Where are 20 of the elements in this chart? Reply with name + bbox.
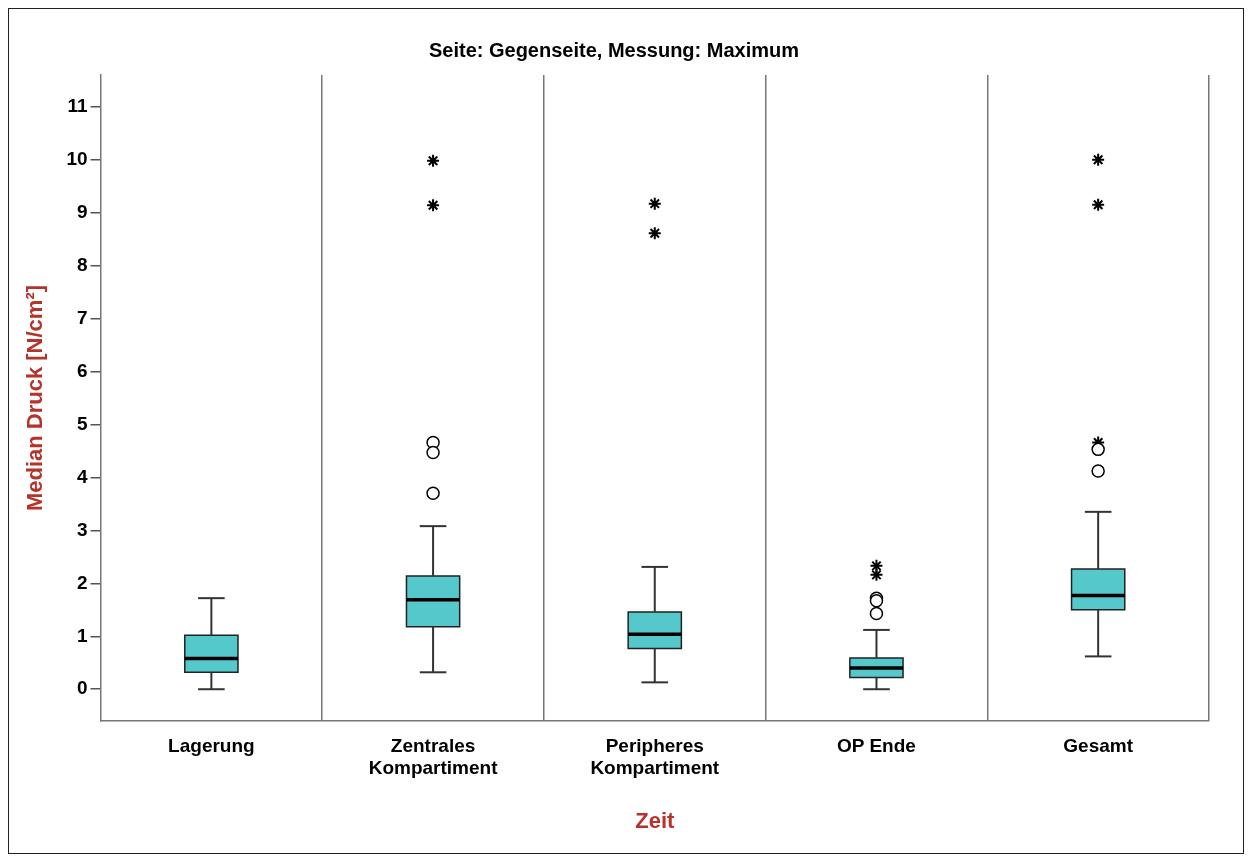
y-tick-label: 3 xyxy=(76,518,88,540)
y-tick-label: 2 xyxy=(76,571,88,593)
y-tick-label: 7 xyxy=(76,306,88,328)
y-tick-label: 5 xyxy=(76,412,88,434)
x-tick-label: Zentrales Kompartiment xyxy=(368,734,499,779)
y-tick-label: 6 xyxy=(76,359,88,381)
y-tick-label: 9 xyxy=(76,200,88,222)
y-tick-label: 10 xyxy=(66,147,88,169)
y-tick-label: 8 xyxy=(76,253,88,275)
x-tick-label: Gesamt xyxy=(1063,734,1134,756)
x-tick-label: OP Ende xyxy=(837,734,916,756)
x-axis-title: Zeit xyxy=(635,807,675,833)
y-axis-title: Median Druck [N/cm²] xyxy=(22,284,48,512)
y-tick-label: 4 xyxy=(76,465,88,487)
y-tick-label: 11 xyxy=(67,95,88,116)
y-tick-label: 0 xyxy=(76,677,88,699)
x-tick-label: Peripheres Kompartiment xyxy=(590,734,720,779)
x-tick-label: Lagerung xyxy=(168,734,255,756)
chart-title: Seite: Gegenseite, Messung: Maximum xyxy=(428,38,800,61)
y-tick-label: 1 xyxy=(76,624,88,646)
